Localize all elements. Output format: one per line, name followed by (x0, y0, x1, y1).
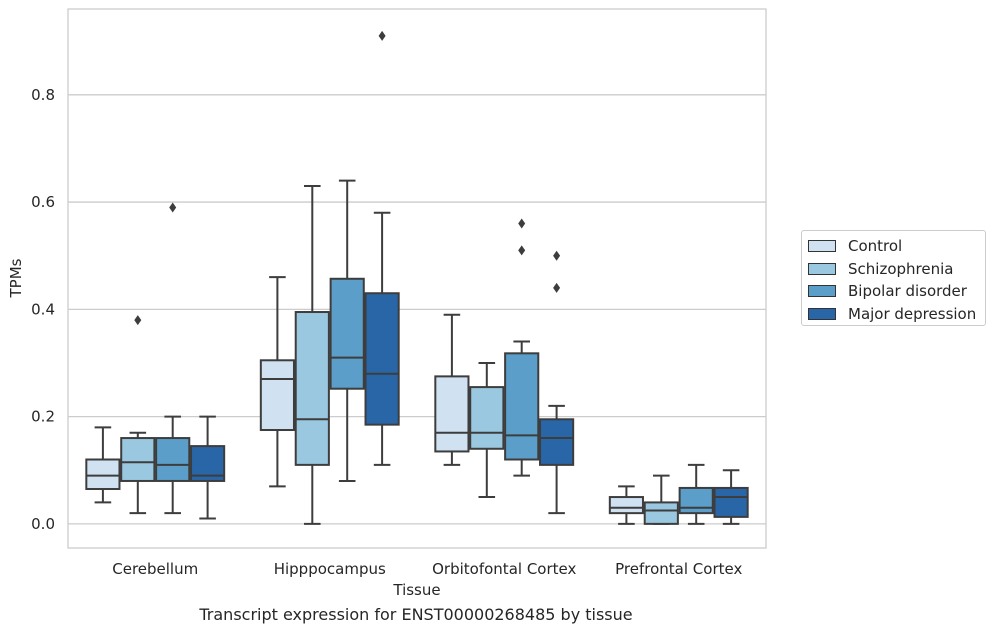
box-group (120, 315, 156, 515)
legend-swatch (808, 307, 836, 320)
x-tick-labels: Cerebellum Hipppocampus Orbitofontal Corte… (112, 560, 742, 578)
box-iqr (294, 311, 330, 466)
box-group (190, 415, 226, 520)
box-group (155, 202, 191, 515)
legend-label: Control (848, 237, 903, 256)
y-tick-label: 0.6 (31, 193, 55, 211)
box-group (539, 250, 575, 515)
box-iqr (643, 501, 679, 525)
y-tick-label: 0.2 (31, 408, 55, 426)
x-tick-label: Prefrontal Cortex (615, 560, 742, 578)
legend: Control Schizophrenia Bipolar disorder Majo… (801, 230, 986, 326)
box-group (608, 485, 644, 525)
box-group (259, 276, 295, 488)
x-tick-label: Cerebellum (112, 560, 198, 578)
box-group (678, 463, 714, 525)
box-group (643, 474, 679, 525)
outlier-point (134, 315, 142, 326)
box-iqr (504, 352, 540, 461)
box-iqr (469, 386, 505, 450)
box-iqr (608, 496, 644, 515)
legend-label: Bipolar disorder (848, 282, 967, 301)
box-group (504, 218, 540, 477)
legend-swatch (808, 262, 836, 275)
outlier-point (378, 30, 386, 41)
y-tick-label: 0.0 (31, 515, 55, 533)
box-iqr (85, 458, 121, 491)
y-tick-label: 0.8 (31, 86, 55, 104)
outlier-point (169, 202, 177, 213)
box-iqr (713, 486, 749, 518)
box-iqr (539, 418, 575, 466)
outlier-point (518, 218, 526, 229)
box-group (294, 184, 330, 525)
box-iqr (329, 277, 365, 390)
outlier-point (553, 282, 561, 293)
boxes (85, 30, 749, 525)
legend-item: Control (808, 235, 985, 258)
outlier-point (518, 245, 526, 256)
x-tick-label: Orbitofontal Cortex (432, 560, 576, 578)
legend-item: Bipolar disorder (808, 280, 985, 303)
box-iqr (155, 437, 191, 482)
legend-label: Schizophrenia (848, 259, 954, 278)
legend-swatch (808, 240, 836, 253)
box-group (364, 30, 400, 466)
legend-swatch (808, 285, 836, 298)
y-axis-label: TPMs (7, 258, 25, 298)
box-group (713, 469, 749, 525)
legend-label: Major depression (848, 304, 977, 323)
box-group (434, 313, 470, 466)
box-iqr (364, 292, 400, 426)
y-tick-label: 0.4 (31, 300, 55, 318)
box-iqr (678, 486, 714, 515)
plot-frame (67, 8, 767, 549)
legend-item: Schizophrenia (808, 258, 985, 281)
legend-item: Major depression (808, 303, 985, 326)
y-tick-labels: 0.0 0.2 0.4 0.6 0.8 (31, 86, 55, 533)
chart-caption: Transcript expression for ENST0000026848… (199, 605, 633, 624)
box-iqr (434, 375, 470, 453)
x-tick-label: Hipppocampus (274, 560, 386, 578)
x-axis-label: Tissue (392, 581, 440, 599)
box-group (329, 179, 365, 482)
outlier-point (553, 250, 561, 261)
box-iqr (120, 437, 156, 482)
box-iqr (259, 359, 295, 432)
box-group (469, 361, 505, 499)
box-group (85, 426, 121, 504)
